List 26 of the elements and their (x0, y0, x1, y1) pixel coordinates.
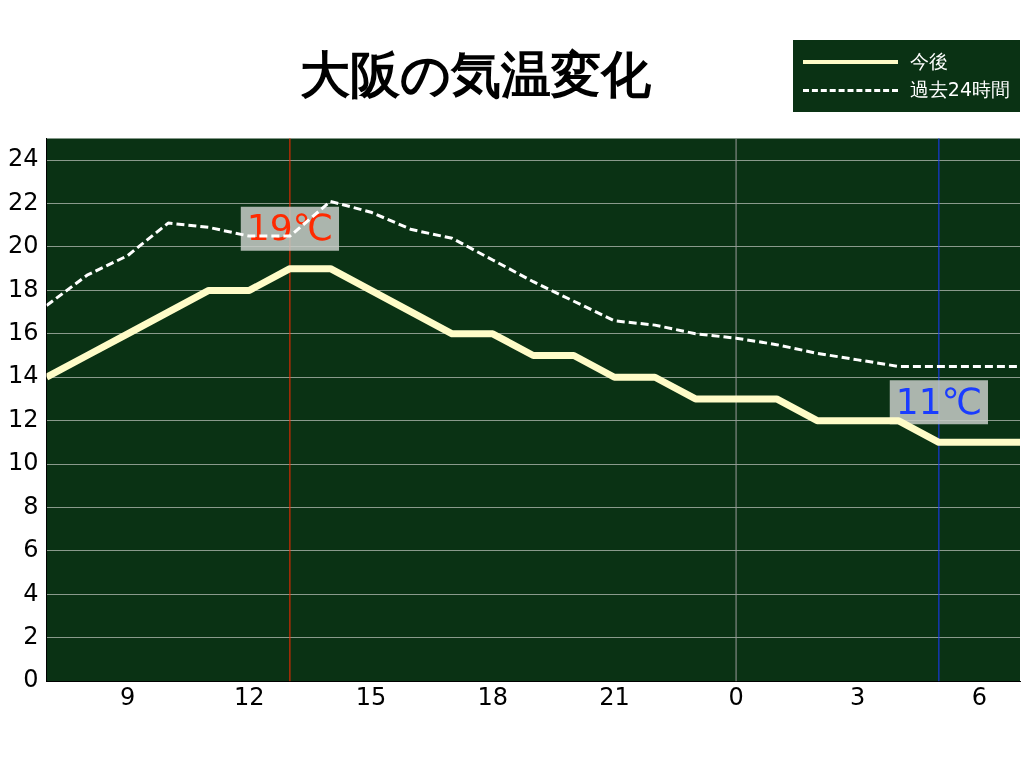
y-tick-label: 6 (23, 535, 39, 564)
legend-label: 今後 (909, 49, 948, 74)
line-series (46, 199, 1020, 368)
y-tick-label: 22 (7, 187, 39, 216)
chart-title: 大阪の気温変化 (300, 45, 651, 106)
x-tick-label: 6 (971, 682, 988, 711)
annotation: 19℃ (246, 207, 334, 249)
y-tick-label: 4 (23, 578, 39, 607)
x-tick-label: 3 (850, 682, 866, 711)
x-tick-label: 12 (234, 682, 265, 711)
y-tick-label: 10 (7, 448, 39, 477)
annotation: 11℃ (895, 380, 982, 422)
y-tick-label: 16 (7, 318, 39, 347)
x-tick-label: 0 (728, 682, 744, 711)
x-tick-label: 15 (355, 682, 387, 711)
legend-label: 過去24時間 (909, 77, 1010, 102)
x-tick-label: 18 (477, 682, 508, 711)
y-tick-label: 2 (23, 622, 39, 651)
y-tick-label: 20 (7, 231, 39, 260)
y-tick-label: 24 (7, 144, 39, 173)
y-tick-label: 8 (23, 491, 39, 520)
x-tick-label: 21 (599, 682, 630, 711)
y-tick-label: 12 (7, 404, 39, 433)
y-tick-label: 18 (7, 274, 39, 303)
y-tick-label: 14 (7, 361, 39, 390)
x-tick-label: 9 (120, 682, 136, 711)
